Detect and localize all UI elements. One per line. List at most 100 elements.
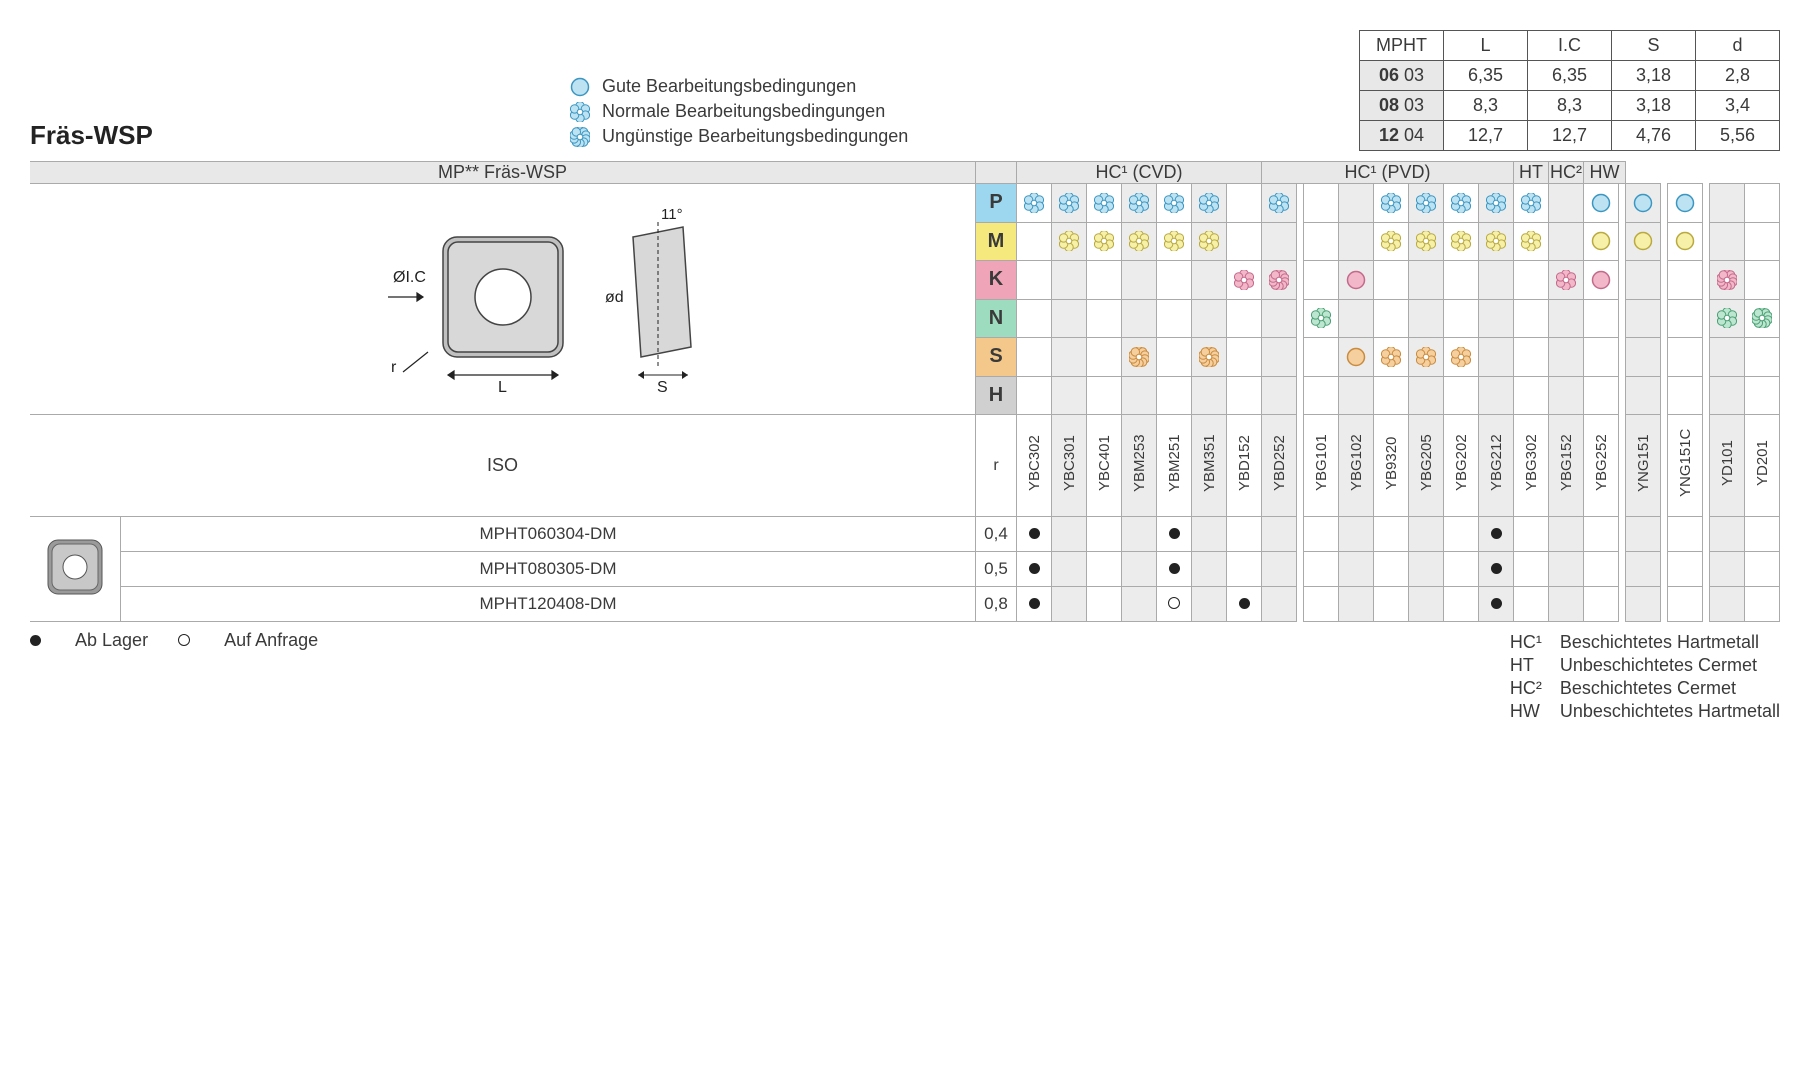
availability-cell bbox=[1514, 552, 1549, 587]
grade-cell bbox=[1514, 261, 1549, 300]
availability-cell bbox=[1479, 517, 1514, 552]
legend-row: Ungünstige Bearbeitungsbedingungen bbox=[570, 126, 1319, 147]
availability-cell bbox=[1122, 587, 1157, 622]
grade-cell bbox=[1479, 376, 1514, 415]
grade-cell bbox=[1122, 184, 1157, 223]
availability-cell bbox=[1122, 517, 1157, 552]
grade-cell bbox=[1549, 338, 1584, 377]
material-letter-N: N bbox=[976, 299, 1017, 338]
grade-cell bbox=[1227, 299, 1262, 338]
grade-label: YBD152 bbox=[1227, 415, 1262, 517]
grade-cell bbox=[1549, 261, 1584, 300]
grade-cell bbox=[1227, 338, 1262, 377]
grade-cell bbox=[1052, 184, 1087, 223]
gap bbox=[1703, 517, 1710, 552]
grade-cell bbox=[1409, 376, 1444, 415]
grade-cell bbox=[1052, 299, 1087, 338]
dim-value: 4,76 bbox=[1612, 121, 1696, 151]
grade-cell bbox=[1626, 376, 1661, 415]
material-legend-item: HWUnbeschichtetes Hartmetall bbox=[1510, 701, 1780, 722]
grade-cell bbox=[1374, 299, 1409, 338]
dim-value: 3,4 bbox=[1696, 91, 1780, 121]
grade-cell bbox=[1262, 338, 1297, 377]
gap bbox=[1297, 415, 1304, 517]
gap bbox=[1297, 299, 1304, 338]
availability-cell bbox=[1374, 517, 1409, 552]
grade-cell bbox=[1745, 338, 1780, 377]
availability-cell bbox=[1584, 552, 1619, 587]
grade-cell bbox=[1157, 261, 1192, 300]
grade-cell bbox=[1304, 299, 1339, 338]
availability-cell bbox=[1626, 587, 1661, 622]
gap bbox=[1661, 184, 1668, 223]
availability-cell bbox=[1017, 587, 1052, 622]
gap bbox=[1661, 376, 1668, 415]
grade-cell bbox=[1668, 376, 1703, 415]
grade-cell bbox=[1052, 338, 1087, 377]
grade-cell bbox=[1668, 299, 1703, 338]
dim-header: I.C bbox=[1528, 31, 1612, 61]
grade-cell bbox=[1052, 261, 1087, 300]
grade-cell bbox=[1514, 376, 1549, 415]
grade-cell bbox=[1087, 261, 1122, 300]
grade-cell bbox=[1087, 338, 1122, 377]
material-legend-item: HC¹Beschichtetes Hartmetall bbox=[1510, 632, 1780, 653]
gap bbox=[1619, 517, 1626, 552]
grade-cell bbox=[1017, 338, 1052, 377]
product-r: 0,8 bbox=[976, 587, 1017, 622]
availability-cell bbox=[1157, 552, 1192, 587]
availability-cell bbox=[1339, 517, 1374, 552]
grade-label: YBD252 bbox=[1262, 415, 1297, 517]
grade-cell bbox=[1668, 184, 1703, 223]
dim-label: 12 04 bbox=[1360, 121, 1444, 151]
dim-header: MPHT bbox=[1360, 31, 1444, 61]
grade-cell bbox=[1626, 338, 1661, 377]
grade-cell bbox=[1668, 338, 1703, 377]
stock-legend-item: Ab Lager bbox=[30, 630, 148, 650]
availability-cell bbox=[1626, 517, 1661, 552]
availability-cell bbox=[1626, 552, 1661, 587]
grade-cell bbox=[1374, 184, 1409, 223]
availability-cell bbox=[1304, 587, 1339, 622]
grade-label: YBC401 bbox=[1087, 415, 1122, 517]
availability-cell bbox=[1584, 517, 1619, 552]
availability-cell bbox=[1262, 552, 1297, 587]
availability-cell bbox=[1479, 552, 1514, 587]
gap bbox=[1297, 587, 1304, 622]
grade-cell bbox=[1122, 376, 1157, 415]
grade-cell bbox=[1626, 222, 1661, 261]
availability-cell bbox=[1514, 587, 1549, 622]
gap bbox=[1703, 587, 1710, 622]
gap bbox=[1619, 261, 1626, 300]
dim-label: 08 03 bbox=[1360, 91, 1444, 121]
availability-cell bbox=[1087, 517, 1122, 552]
insert-icon bbox=[40, 532, 110, 602]
grade-cell bbox=[1017, 184, 1052, 223]
grade-label: YNG151C bbox=[1668, 415, 1703, 517]
gap bbox=[1703, 299, 1710, 338]
gap bbox=[1703, 376, 1710, 415]
legend-row: Gute Bearbeitungsbedingungen bbox=[570, 76, 1319, 97]
grade-cell bbox=[1122, 338, 1157, 377]
availability-cell bbox=[1745, 552, 1780, 587]
group-header: HT bbox=[1514, 162, 1549, 184]
grade-cell bbox=[1444, 184, 1479, 223]
availability-cell bbox=[1052, 587, 1087, 622]
availability-cell bbox=[1192, 552, 1227, 587]
dimensions-table: MPHTLI.CSd06 036,356,353,182,808 038,38,… bbox=[1359, 30, 1780, 151]
product-r: 0,5 bbox=[976, 552, 1017, 587]
product-name: MPHT060304-DM bbox=[121, 517, 976, 552]
availability-cell bbox=[1192, 587, 1227, 622]
grade-cell bbox=[1409, 184, 1444, 223]
availability-cell bbox=[1710, 517, 1745, 552]
material-letter-M: M bbox=[976, 222, 1017, 261]
grade-cell bbox=[1262, 299, 1297, 338]
grade-label: YD101 bbox=[1710, 415, 1745, 517]
gap bbox=[1661, 415, 1668, 517]
blank-cell bbox=[976, 162, 1017, 184]
availability-cell bbox=[1668, 517, 1703, 552]
gap bbox=[1619, 299, 1626, 338]
grade-cell bbox=[1017, 261, 1052, 300]
gap bbox=[1661, 338, 1668, 377]
gap bbox=[1619, 587, 1626, 622]
